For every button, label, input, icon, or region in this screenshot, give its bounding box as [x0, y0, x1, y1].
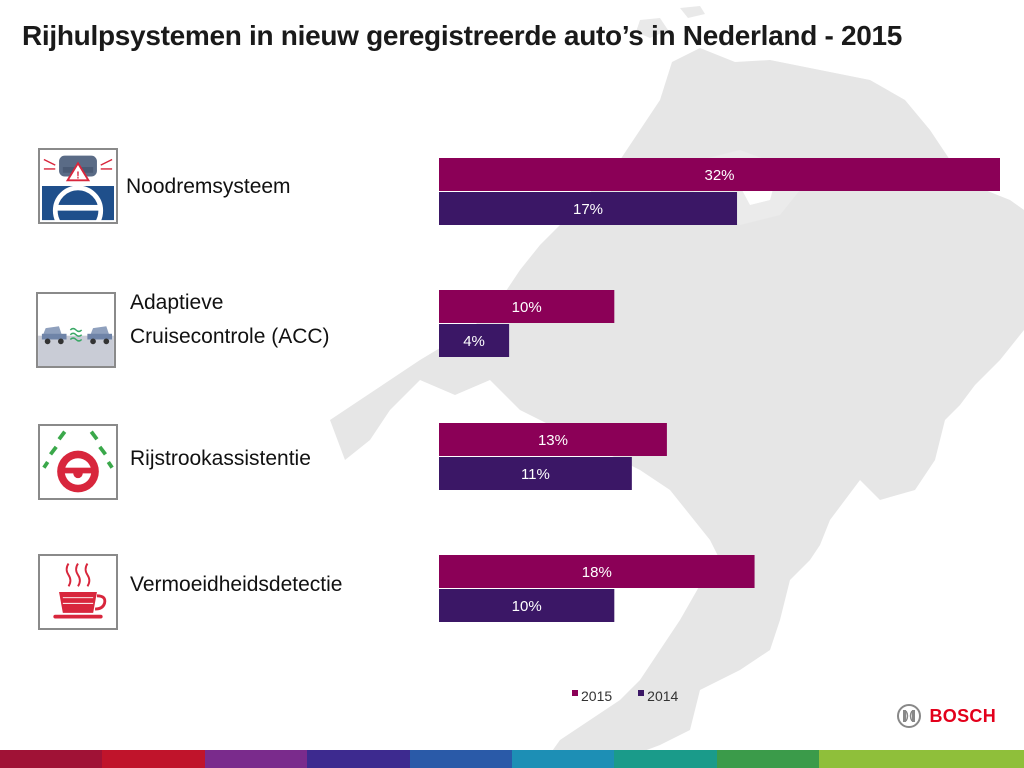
bar-2014-2 [439, 457, 632, 490]
chart-legend: 2015 2014 [572, 688, 678, 704]
legend-label-2015: 2015 [581, 688, 613, 704]
adaptive-cruise-icon [36, 292, 116, 368]
bosch-armature-icon [897, 704, 922, 728]
bar-value-label-2015-1: 10% [512, 299, 542, 316]
bar-2014-0 [439, 192, 738, 225]
fatigue-coffee-icon [38, 554, 118, 630]
bosch-logo: BOSCH [896, 703, 996, 729]
stripe-segment [512, 750, 615, 768]
brand-color-stripe [0, 750, 1024, 768]
stripe-segment [204, 750, 308, 768]
bar-value-label-2015-3: 18% [582, 564, 612, 581]
bar-value-label-2014-2: 11% [521, 466, 550, 483]
bosch-wordmark: BOSCH [929, 705, 996, 726]
legend-item-2015: 2015 [572, 688, 612, 704]
bar-value-label-2014-1: 4% [463, 333, 485, 350]
bar-2015-3 [439, 555, 755, 588]
bar-2015-0 [439, 158, 1000, 191]
stripe-segment [921, 750, 1024, 768]
legend-item-2014: 2014 [638, 688, 678, 704]
legend-label-2014: 2014 [647, 688, 679, 704]
lane-assist-icon [38, 424, 118, 500]
row-label-vermoeidheidsdetectie: Vermoeidheidsdetectie [130, 573, 343, 596]
stripe-segment [716, 750, 820, 768]
emergency-brake-icon: ! [38, 148, 118, 224]
bar-value-label-2014-0: 17% [573, 201, 603, 218]
bar-2015-2 [439, 423, 667, 456]
row-label-rijstrookassistentie: Rijstrookassistentie [130, 447, 311, 470]
bar-2015-1 [439, 290, 615, 323]
stripe-segment [409, 750, 513, 768]
stripe-segment [102, 750, 205, 768]
bar-value-label-2015-2: 13% [538, 432, 568, 449]
bar-2014-3 [439, 589, 615, 622]
bar-value-label-2015-0: 32% [704, 167, 734, 184]
legend-swatch-2015 [572, 690, 578, 696]
row-label-noodremsysteem: Noodremsysteem [126, 175, 291, 198]
stripe-segment [0, 750, 103, 768]
legend-swatch-2014 [638, 690, 645, 696]
stripe-segment [614, 750, 717, 768]
bar-value-label-2014-3: 10% [512, 598, 542, 615]
bar-2014-1 [439, 324, 510, 357]
stripe-segment [307, 750, 410, 768]
row-label-acc: Adaptieve Cruisecontrole (ACC) [130, 291, 330, 348]
svg-text:!: ! [76, 170, 79, 181]
stripe-segment [819, 750, 922, 768]
chart-title: Rijhulpsystemen in nieuw geregistreerde … [22, 20, 903, 51]
